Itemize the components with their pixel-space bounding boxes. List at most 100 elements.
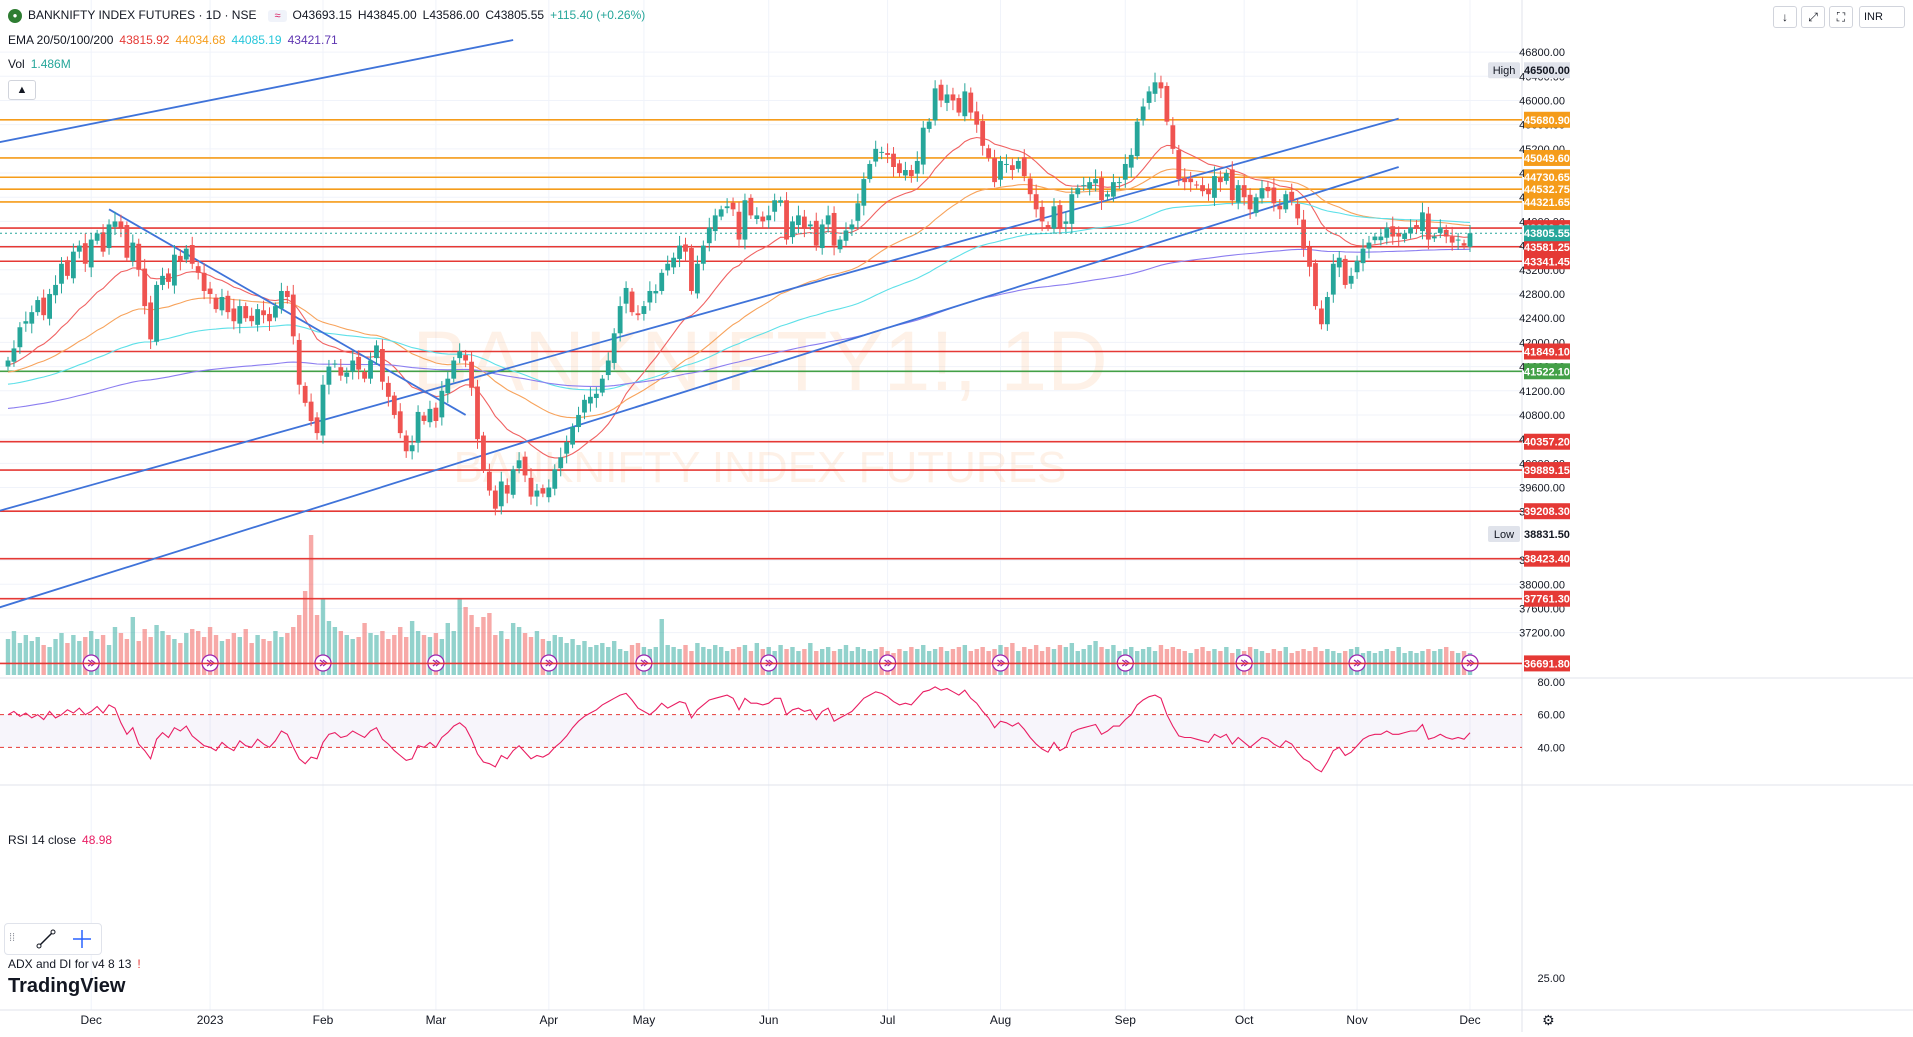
volume-bar [1033, 645, 1039, 675]
candle-body [1390, 226, 1396, 237]
currency-selector[interactable]: INR [1859, 6, 1905, 28]
candle-body [611, 333, 617, 363]
candle-body [1140, 106, 1146, 121]
volume-bar [1384, 649, 1389, 675]
candle-body [1223, 173, 1229, 181]
candle-body [1194, 184, 1200, 186]
trend-line [0, 117, 1399, 512]
volume-bar [594, 645, 599, 675]
candle-body [1336, 257, 1342, 268]
volume-bar [148, 637, 153, 675]
drag-handle-icon[interactable]: ⁞⁞ [9, 932, 16, 944]
candle-body [772, 200, 778, 212]
level-price-tag-bg [1524, 343, 1570, 360]
rsi-label: RSI 14 close [8, 833, 77, 847]
candle-body [1212, 176, 1217, 198]
candle [486, 463, 492, 496]
high-label-bg [1488, 62, 1520, 79]
candle [1360, 238, 1366, 272]
candle [475, 379, 480, 449]
candle-body [463, 355, 469, 361]
volume-bar [184, 633, 189, 675]
candle [641, 300, 647, 321]
candle-body [231, 308, 237, 322]
compare-icon[interactable]: ≈ [268, 10, 287, 22]
candle [498, 471, 504, 515]
candle [689, 244, 694, 295]
volume-bar [790, 647, 795, 675]
candle-body [195, 266, 201, 273]
candle-body [183, 248, 189, 260]
drawing-toolbar: ⁞⁞ [4, 923, 102, 955]
collapse-legend-button[interactable]: ▲ [8, 80, 36, 100]
candle-body [796, 215, 801, 226]
candle [986, 144, 992, 162]
candle [546, 479, 552, 503]
candle [611, 328, 617, 370]
tradingview-logo[interactable]: TradingView [8, 975, 131, 998]
high-price-tag-text: 46500.00 [1524, 65, 1570, 77]
volume-bar [398, 627, 403, 675]
fullscreen-button[interactable]: ⛶ [1829, 6, 1853, 28]
candle-body [1105, 194, 1110, 197]
candle-body [914, 160, 920, 174]
candle-body [391, 395, 397, 415]
candle-body [17, 327, 23, 348]
symbol-title[interactable]: BANKNIFTY INDEX FUTURES · 1D · NSE [28, 8, 257, 22]
candle [380, 339, 385, 390]
adx-legend[interactable]: ADX and DI for v4 8 13! [8, 957, 147, 971]
rsi-legend[interactable]: RSI 14 close 48.98 [8, 833, 118, 847]
ohlc-low: L43586.00 [422, 8, 480, 22]
volume-bar [1313, 647, 1318, 675]
candle [593, 387, 599, 408]
candle [463, 349, 469, 368]
candle-body [362, 372, 367, 379]
candle-body [879, 151, 885, 153]
candle [5, 356, 11, 371]
volume-legend[interactable]: Vol 1.486M [8, 57, 77, 71]
ema-legend[interactable]: EMA 20/50/100/200 43815.92 44034.68 44085.1… [8, 33, 344, 47]
scroll-down-button[interactable]: ↓ [1773, 6, 1797, 28]
price-tick-label: 46800.00 [1519, 47, 1565, 59]
volume-bar [909, 647, 914, 675]
candle [1093, 169, 1098, 192]
candle [368, 352, 373, 384]
candle-body [207, 288, 213, 294]
candle [189, 236, 195, 269]
crosshair-tool-icon[interactable] [71, 928, 93, 950]
candle-body [903, 170, 908, 176]
settings-gear-icon[interactable]: ⚙ [1542, 1012, 1555, 1028]
candle [522, 451, 528, 483]
candle [897, 159, 902, 177]
candle [867, 160, 873, 183]
candle [1425, 206, 1431, 250]
candle [1354, 255, 1360, 279]
candle-body [908, 170, 914, 177]
candle [172, 245, 177, 294]
adx-warning-icon[interactable]: ! [137, 957, 141, 971]
candle-body [920, 127, 926, 165]
candle [136, 238, 142, 277]
zoom-button[interactable]: ⤢ [1801, 6, 1825, 28]
candle [1455, 232, 1461, 250]
volume-bar [576, 645, 581, 675]
ema200-value: 43421.71 [287, 33, 338, 47]
volume-bar [17, 643, 23, 675]
candle-body [374, 345, 379, 359]
ema20-value: 43815.92 [119, 33, 170, 47]
candle [807, 220, 813, 230]
trend-line-tool-icon[interactable] [35, 928, 57, 950]
candle-body [956, 98, 962, 113]
volume-bar [35, 637, 40, 675]
candle-body [623, 287, 629, 304]
candle [219, 288, 225, 316]
candle [825, 205, 831, 233]
volume-bar [730, 649, 736, 675]
candle [1223, 169, 1229, 185]
price-tick-label: 37200.00 [1519, 628, 1565, 640]
candle-body [397, 411, 403, 434]
candle [308, 393, 314, 427]
grid-lines [0, 0, 1522, 1010]
